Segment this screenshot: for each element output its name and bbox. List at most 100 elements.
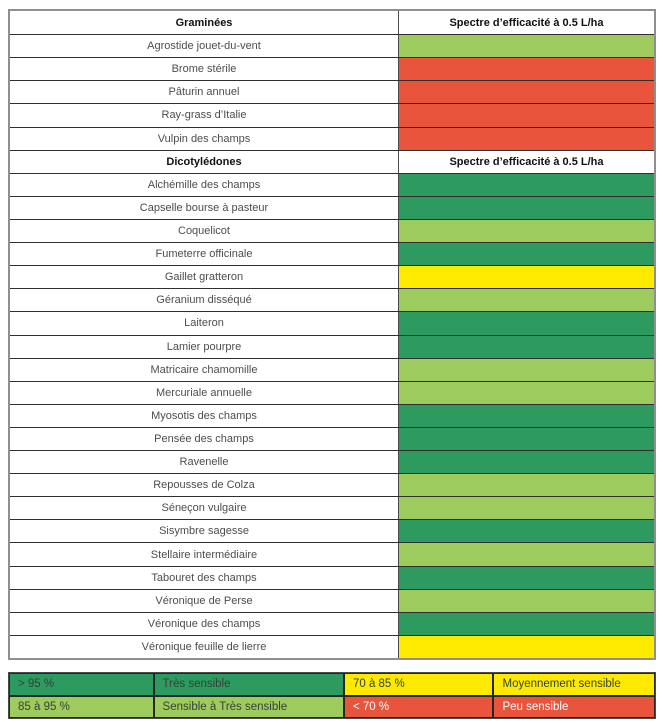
efficacy-cell [398,81,654,104]
table-row: Matricaire chamomille [10,357,654,381]
efficacy-cell [398,335,654,358]
table-row: Pensée des champs [10,426,654,451]
legend-cell: Moyennement sensible [493,673,655,696]
table-row: Sisymbre sagesse [10,519,654,543]
efficacy-cell [398,127,654,150]
legend-cell: Peu sensible [493,695,655,718]
weed-name: Véronique de Perse [10,589,398,612]
efficacy-cell [398,381,654,404]
group-header-row: Dicotylédones Spectre d’efficacité à 0.5… [10,149,654,173]
group-header-label: Graminées [10,11,398,35]
table-row: Mercuriale annuelle [10,380,654,404]
efficacy-cell [398,451,654,474]
weed-name: Ray-grass d’Italie [10,104,398,127]
table-row: Véronique feuille de lierre [10,634,654,658]
weed-name: Sisymbre sagesse [10,520,398,543]
table-row: Fumeterre officinale [10,242,654,266]
table-row: Brome stérile [10,57,654,81]
weed-name: Myosotis des champs [10,404,398,427]
weed-name: Séneçon vulgaire [10,497,398,520]
weed-name: Repousses de Colza [10,474,398,497]
weed-name: Gaillet gratteron [10,266,398,289]
table-row: Véronique de Perse [10,588,654,612]
efficacy-cell [398,635,654,658]
efficacy-cell [398,35,654,58]
efficacy-table: Graminées Spectre d’efficacité à 0.5 L/h… [8,9,656,660]
weed-name: Pâturin annuel [10,81,398,104]
table-row: Tabouret des champs [10,565,654,589]
table-row: Repousses de Colza [10,473,654,497]
table-row: Stellaire intermédiaire [10,542,654,566]
legend-cell: Très sensible [153,673,344,696]
table-row: Pâturin annuel [10,80,654,104]
weed-name: Fumeterre officinale [10,243,398,266]
efficacy-cell [398,358,654,381]
weed-name: Lamier pourpre [10,335,398,358]
weed-name: Pensée des champs [10,427,398,451]
efficacy-cell [398,312,654,335]
weed-name: Capselle bourse à pasteur [10,196,398,219]
legend-label: Très sensible [162,678,231,691]
legend-label: Peu sensible [502,700,569,713]
efficacy-cell [398,612,654,635]
efficacy-cell [398,104,654,127]
weed-name: Tabouret des champs [10,566,398,589]
weed-name: Ravenelle [10,451,398,474]
table-row: Lamier pourpre [10,334,654,358]
weed-name: Vulpin des champs [10,127,398,150]
weed-name: Mercuriale annuelle [10,381,398,404]
table-row: Capselle bourse à pasteur [10,195,654,219]
weed-name: Laiteron [10,312,398,335]
efficacy-cell [398,427,654,451]
efficacy-cell [398,219,654,243]
efficacy-cell [398,497,654,520]
weed-name: Alchémille des champs [10,173,398,196]
efficacy-cell [398,404,654,427]
table-row: Coquelicot [10,218,654,243]
legend-label: < 70 % [352,700,390,713]
table-row: Alchémille des champs [10,172,654,196]
legend-label: 70 à 85 % [352,678,405,691]
spectrum-header-label: Spectre d’efficacité à 0.5 L/ha [398,150,654,173]
legend-cell: 70 à 85 % [343,673,494,696]
legend-label: Sensible à Très sensible [162,700,288,713]
efficacy-cell [398,589,654,612]
table-row: Géranium disséqué [10,288,654,312]
weed-name: Agrostide jouet-du-vent [10,35,398,58]
legend-label: 85 à 95 % [18,700,70,713]
table-row: Myosotis des champs [10,403,654,427]
weed-name: Brome stérile [10,58,398,81]
spectrum-header-label: Spectre d’efficacité à 0.5 L/ha [398,11,654,35]
group-header-row: Graminées Spectre d’efficacité à 0.5 L/h… [10,11,654,35]
efficacy-cell [398,289,654,312]
efficacy-cell [398,520,654,543]
efficacy-cell [398,173,654,196]
legend-cell: < 70 % [343,695,494,718]
legend-cell: > 95 % [9,673,154,696]
group-header-label: Dicotylédones [10,150,398,173]
efficacy-cell [398,543,654,566]
table-row: Ravenelle [10,450,654,474]
table-row: Véronique des champs [10,611,654,635]
weed-name: Véronique feuille de lierre [10,635,398,658]
efficacy-cell [398,474,654,497]
table-row: Séneçon vulgaire [10,496,654,520]
weed-name: Véronique des champs [10,612,398,635]
weed-name: Géranium disséqué [10,289,398,312]
table-row: Gaillet gratteron [10,265,654,289]
table-row: Agrostide jouet-du-vent [10,34,654,58]
efficacy-cell [398,58,654,81]
legend-cell: 85 à 95 % [9,695,154,718]
efficacy-cell [398,266,654,289]
weed-name: Matricaire chamomille [10,358,398,381]
legend: > 95 % Très sensible 70 à 85 % Moyenneme… [8,672,656,719]
legend-label: > 95 % [18,678,55,691]
efficacy-cell [398,243,654,266]
weed-name: Stellaire intermédiaire [10,543,398,566]
efficacy-cell [398,566,654,589]
efficacy-cell [398,196,654,219]
legend-label: Moyennement sensible [502,678,621,691]
legend-cell: Sensible à Très sensible [153,695,344,718]
weed-name: Coquelicot [10,219,398,243]
